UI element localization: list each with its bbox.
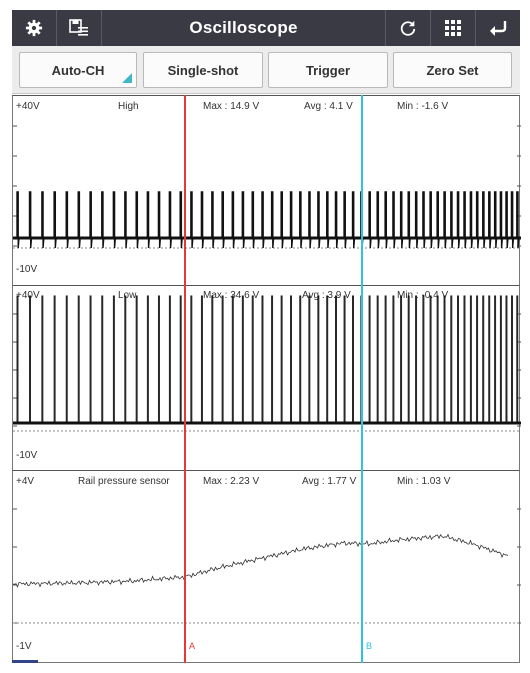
trigger-label: Trigger [305, 62, 351, 78]
channel-panel-low: +40V Low Max : 34.6 V Avg : 3.9 V Min : … [12, 285, 521, 470]
settings-button[interactable] [12, 10, 57, 46]
auto-ch-label: Auto-CH [51, 62, 105, 78]
min-value: Min : 1.03 V [397, 476, 451, 487]
title-bar: Oscilloscope [12, 10, 520, 46]
avg-value: Avg : 4.1 V [304, 101, 353, 112]
bottom-scale-label: -10V [16, 264, 38, 275]
control-button-row: Auto-CH Single-shot Trigger Zero Set [12, 46, 520, 94]
zero-set-button[interactable]: Zero Set [393, 52, 512, 88]
waveform-trace-low [13, 295, 521, 432]
top-scale-label: +4V [16, 476, 35, 487]
save-button[interactable] [57, 10, 102, 46]
top-scale-label: +40V [16, 101, 40, 112]
cursor-b-label: B [366, 641, 373, 651]
channel-panel-high: +40V High Max : 14.9 V Avg : 4.1 V Min :… [12, 95, 521, 285]
back-button[interactable] [475, 10, 520, 46]
single-shot-label: Single-shot [167, 62, 239, 78]
bottom-scale-label: -10V [16, 450, 38, 461]
zero-set-label: Zero Set [426, 62, 479, 78]
grid-icon [445, 20, 461, 36]
min-value: Min : -0.4 V [397, 290, 449, 301]
edge-marker [12, 660, 38, 663]
bottom-scale-label: -1V [16, 641, 32, 652]
scope-area[interactable]: +40V High Max : 14.9 V Avg : 4.1 V Min :… [12, 95, 521, 663]
max-value: Max : 14.9 V [203, 101, 260, 112]
min-value: Min : -1.6 V [397, 101, 449, 112]
max-value: Max : 2.23 V [203, 476, 260, 487]
save-list-icon [69, 19, 88, 36]
trigger-button[interactable]: Trigger [268, 52, 388, 88]
back-arrow-icon [490, 21, 507, 36]
page-title: Oscilloscope [189, 18, 298, 37]
auto-ch-button[interactable]: Auto-CH [19, 52, 137, 88]
single-shot-button[interactable]: Single-shot [143, 52, 263, 88]
refresh-button[interactable] [385, 10, 430, 46]
channel-name: Rail pressure sensor [78, 476, 170, 487]
cursor-a-label: A [189, 641, 196, 651]
top-scale-label: +40V [16, 290, 40, 301]
waveform-trace-rail-pressure [13, 508, 521, 624]
avg-value: Avg : 3.9 V [302, 290, 351, 301]
channel-name: High [118, 101, 139, 112]
waveform-trace-high [13, 125, 521, 249]
dropdown-corner-icon [122, 73, 132, 83]
channel-panel-rail-pressure: +4V Rail pressure sensor Max : 2.23 V Av… [12, 470, 521, 663]
grid-button[interactable] [430, 10, 475, 46]
gear-icon [25, 19, 43, 37]
cursor-b-line[interactable] [361, 95, 363, 663]
refresh-icon [400, 20, 416, 36]
avg-value: Avg : 1.77 V [302, 476, 357, 487]
channel-name: Low [118, 290, 137, 301]
cursor-a-line[interactable] [184, 95, 186, 663]
max-value: Max : 34.6 V [203, 290, 260, 301]
